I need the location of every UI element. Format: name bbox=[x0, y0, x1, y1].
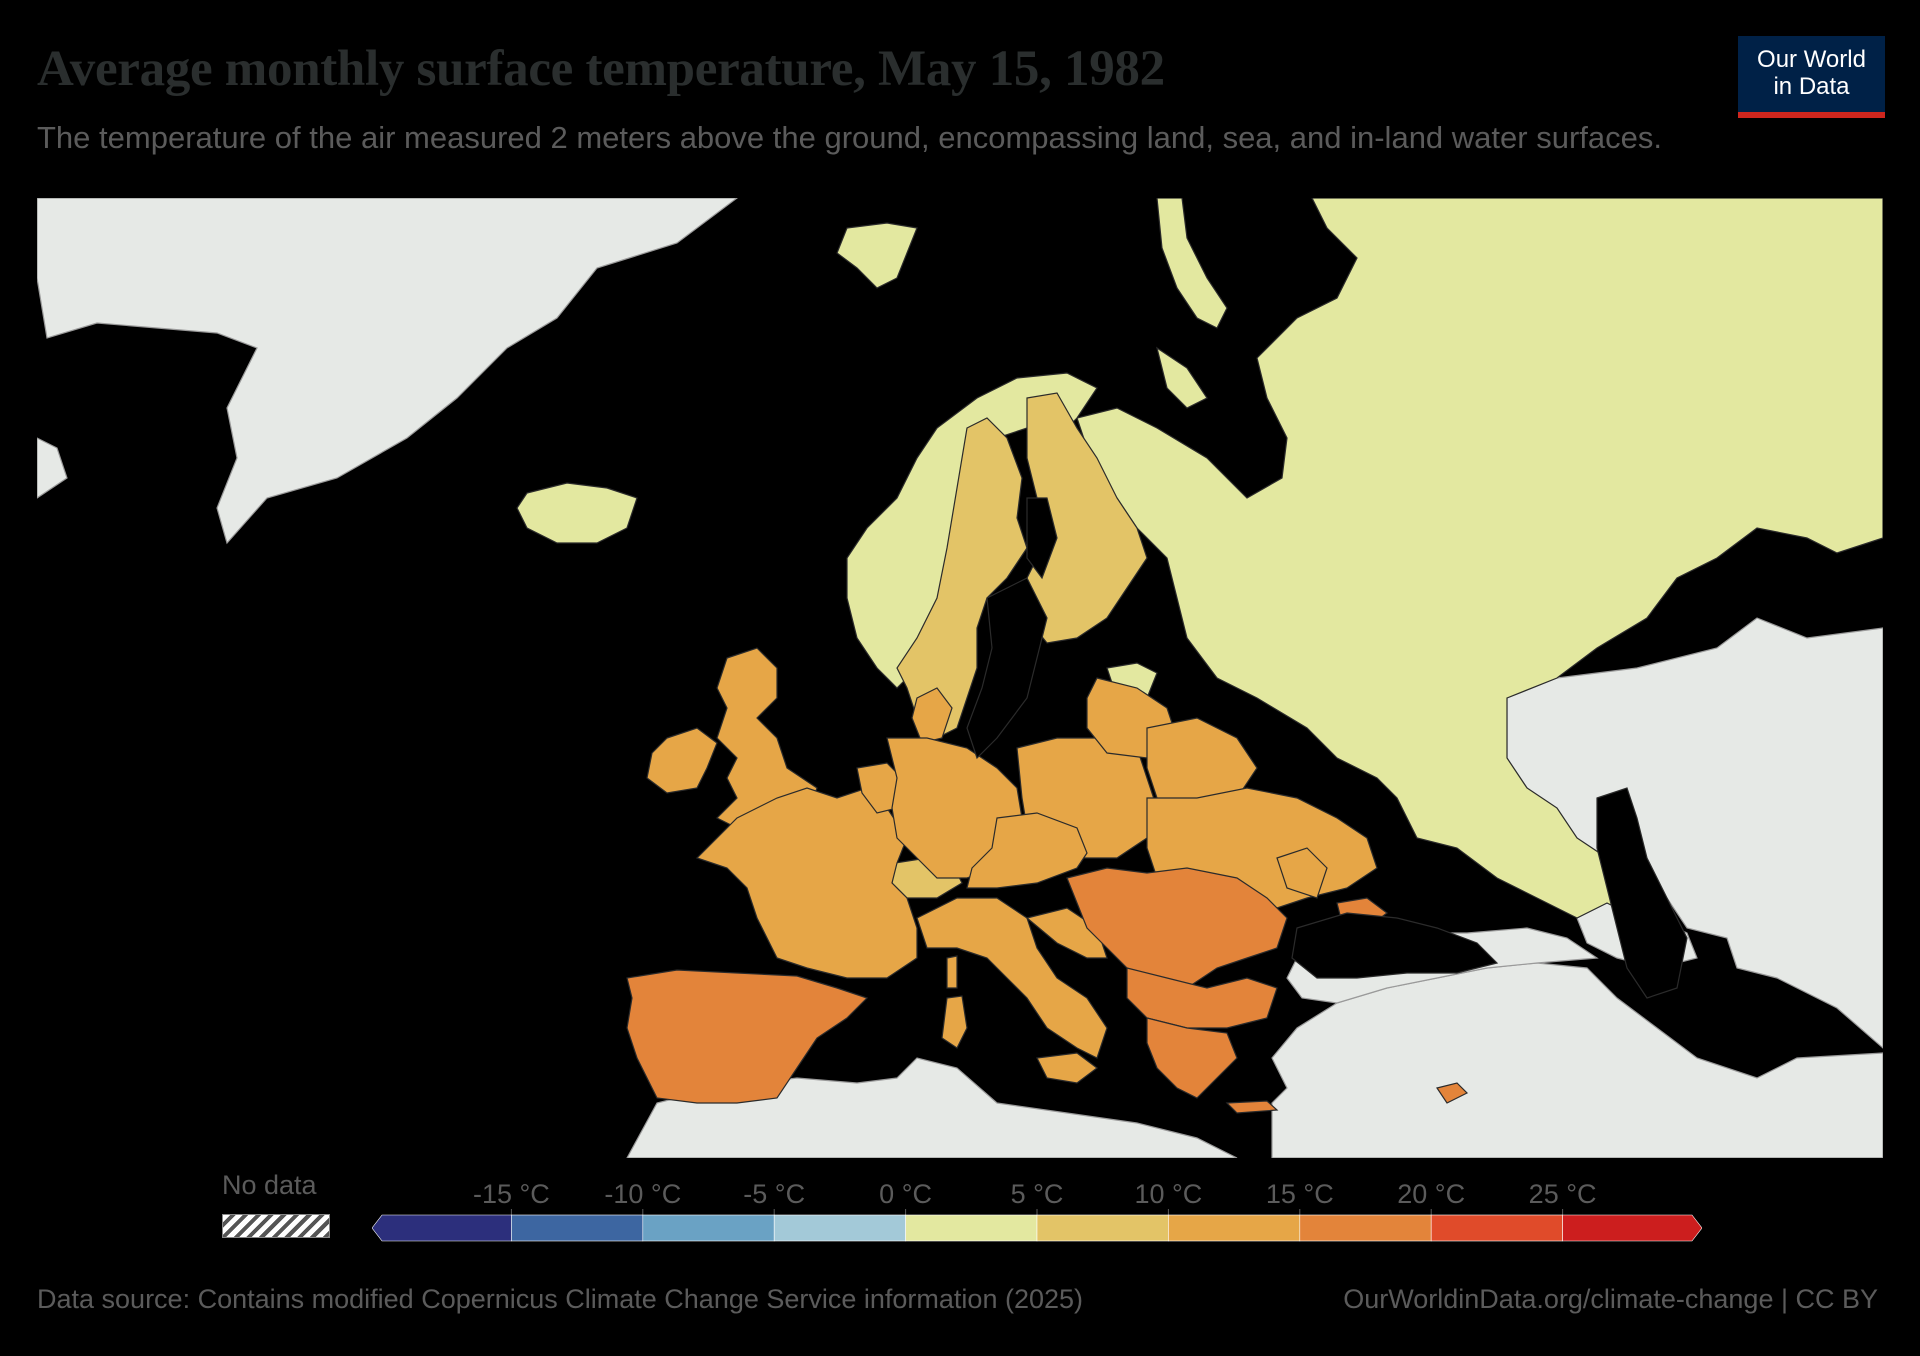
legend-tick-label: 5 °C bbox=[1011, 1179, 1064, 1209]
region-corsica bbox=[946, 955, 958, 989]
region-ireland bbox=[646, 727, 718, 794]
legend-no-data-swatch[interactable] bbox=[222, 1214, 330, 1238]
region-russia bbox=[1076, 198, 1883, 919]
region-moldova bbox=[1276, 847, 1328, 899]
logo-line-2: in Data bbox=[1773, 73, 1850, 100]
region-hungary-romania bbox=[1066, 867, 1288, 989]
legend-color-scale: -15 °C -10 °C -5 °C 0 °C 5 °C 10 °C 15 °C 20 °C… bbox=[372, 1179, 1702, 1242]
region-sweden bbox=[896, 417, 1028, 739]
data-source-note: Data source: Contains modified Copernicu… bbox=[37, 1284, 1084, 1314]
legend-bin[interactable] bbox=[1168, 1214, 1301, 1242]
band-15-20 bbox=[626, 867, 1469, 1114]
region-iberia bbox=[626, 969, 869, 1104]
region-kola bbox=[1156, 346, 1208, 409]
legend-bin[interactable] bbox=[1036, 1214, 1169, 1242]
region-serbia-bulgaria bbox=[1126, 967, 1278, 1029]
black-sea bbox=[1291, 912, 1499, 979]
no-data-land bbox=[37, 198, 1883, 1158]
region-svalbard bbox=[836, 222, 918, 289]
legend-bin[interactable] bbox=[1430, 1214, 1563, 1242]
region-crete bbox=[1225, 1100, 1279, 1114]
legend-bin[interactable] bbox=[511, 1214, 644, 1242]
legend-bin[interactable] bbox=[773, 1214, 906, 1242]
gulf-of-bothnia bbox=[1026, 497, 1058, 580]
legend-bin[interactable] bbox=[642, 1214, 775, 1242]
region-czechia-austria bbox=[966, 812, 1088, 889]
region-denmark bbox=[911, 687, 953, 744]
legend-tick-label: -10 °C bbox=[604, 1179, 681, 1209]
chart-title: Average monthly surface temperature, May… bbox=[37, 41, 1165, 97]
inland-seas bbox=[966, 497, 1688, 999]
legend-bins bbox=[372, 1214, 1702, 1242]
legend-bin[interactable] bbox=[1562, 1214, 1702, 1242]
region-arctic-islands bbox=[37, 437, 68, 499]
legend-tick-label: -15 °C bbox=[473, 1179, 550, 1209]
region-greenland bbox=[37, 198, 738, 545]
region-greece bbox=[1146, 1017, 1238, 1099]
region-croatia bbox=[1025, 907, 1108, 959]
legend-bin[interactable] bbox=[372, 1214, 512, 1242]
owid-logo[interactable]: Our World in Data bbox=[1738, 36, 1885, 118]
europe-map[interactable] bbox=[37, 198, 1883, 1158]
chart-subtitle: The temperature of the air measured 2 me… bbox=[37, 120, 1662, 155]
logo-line-1: Our World bbox=[1757, 46, 1866, 73]
legend-tick-label: 0 °C bbox=[879, 1179, 932, 1209]
region-sardinia bbox=[941, 995, 968, 1049]
legend-no-data-label: No data bbox=[222, 1170, 317, 1200]
legend-tick-label: 15 °C bbox=[1266, 1179, 1334, 1209]
band-0-5 bbox=[516, 198, 1883, 919]
source-link[interactable]: OurWorldinData.org/climate-change | CC B… bbox=[1343, 1284, 1878, 1314]
legend-tick-label: 25 °C bbox=[1529, 1179, 1597, 1209]
region-italy bbox=[916, 897, 1108, 1059]
region-sicily bbox=[1036, 1052, 1098, 1084]
legend-tick-label: 10 °C bbox=[1134, 1179, 1202, 1209]
region-iceland bbox=[516, 482, 638, 544]
region-france bbox=[695, 787, 918, 979]
legend-bin[interactable] bbox=[1299, 1214, 1432, 1242]
legend-tick-labels: -15 °C -10 °C -5 °C 0 °C 5 °C 10 °C 15 °C 20 °C… bbox=[473, 1179, 1597, 1215]
legend-bin[interactable] bbox=[905, 1214, 1038, 1242]
region-cyprus bbox=[1436, 1082, 1469, 1104]
band-10-15 bbox=[646, 647, 1378, 1084]
caspian-sea bbox=[1596, 787, 1688, 999]
legend-tick-label: -5 °C bbox=[743, 1179, 805, 1209]
region-novaya-zemlya bbox=[1156, 198, 1228, 329]
baltic-sea bbox=[966, 577, 1048, 760]
legend-tick-label: 20 °C bbox=[1397, 1179, 1465, 1209]
